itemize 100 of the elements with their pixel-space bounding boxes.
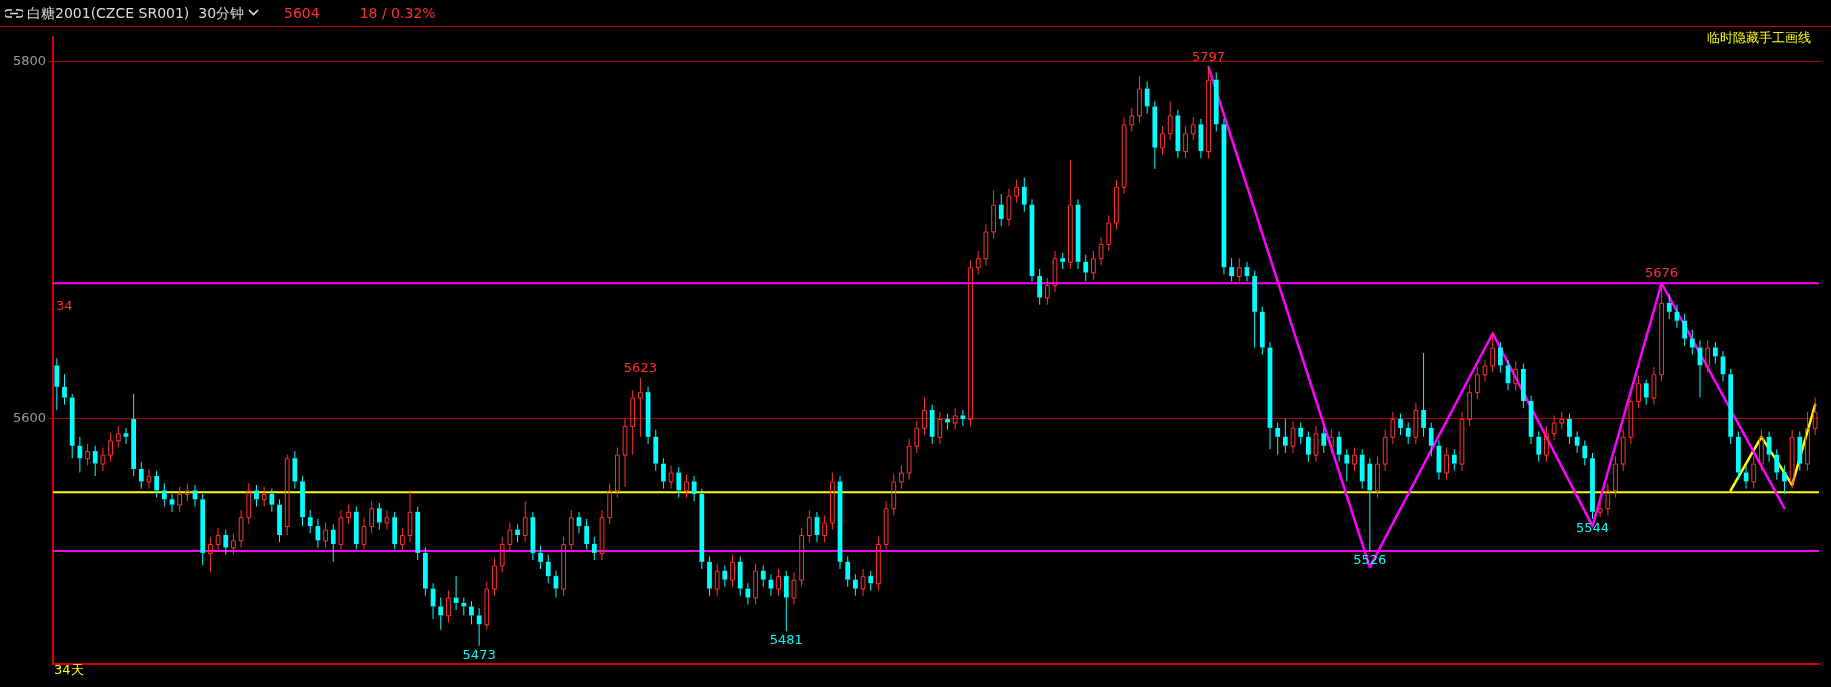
candlestick <box>760 564 766 588</box>
candlestick <box>269 488 275 513</box>
candlestick <box>492 557 497 597</box>
candlestick <box>1536 430 1542 463</box>
candlestick <box>1037 268 1043 306</box>
candlestick <box>208 536 213 574</box>
candlestick <box>899 464 904 490</box>
candlestick <box>998 193 1004 227</box>
candlestick <box>1459 411 1465 472</box>
candlestick <box>469 600 474 625</box>
candlestick <box>1106 214 1112 252</box>
candlestick <box>123 427 129 445</box>
candlestick <box>184 482 190 502</box>
candlestick <box>369 500 375 534</box>
candlestick <box>975 250 981 275</box>
candlestick <box>115 425 121 449</box>
candlestick <box>1712 341 1718 365</box>
candlestick <box>1544 425 1549 463</box>
candlestick <box>1229 257 1234 282</box>
candlestick <box>584 518 590 550</box>
candlestick <box>753 563 758 606</box>
candlestick <box>246 482 252 525</box>
candlestick <box>277 498 282 543</box>
candlestick <box>1282 418 1288 454</box>
candlestick <box>1367 457 1373 552</box>
candlestick <box>1021 177 1027 213</box>
candlestick <box>1083 254 1089 282</box>
candlestick <box>1789 429 1795 490</box>
candlestick <box>1114 179 1119 231</box>
candlestick <box>69 393 75 459</box>
y-tick-label: 5600 <box>12 410 46 426</box>
candlestick <box>914 420 920 454</box>
candlestick <box>1728 368 1734 445</box>
candlestick <box>1751 455 1757 490</box>
candlestick <box>62 373 67 406</box>
candlestick <box>346 504 351 525</box>
candlestick <box>1044 277 1050 306</box>
candlestick <box>1659 282 1664 382</box>
text: 5604 <box>284 4 320 23</box>
candlestick <box>522 500 528 543</box>
candlestick <box>499 536 505 574</box>
candlestick <box>722 564 728 588</box>
candlestick <box>1643 379 1649 406</box>
candlestick <box>991 189 996 240</box>
candlestick <box>1421 352 1426 438</box>
candlestick <box>545 554 551 584</box>
candlestick <box>161 482 167 507</box>
candlestick <box>392 511 398 550</box>
candlestick <box>1666 293 1672 320</box>
candlestick <box>699 488 705 570</box>
candlestick <box>1137 75 1142 124</box>
candlestick <box>1689 329 1695 356</box>
candlestick <box>968 259 973 427</box>
candlestick <box>177 486 183 513</box>
candlestick <box>1014 179 1019 204</box>
candlestick <box>630 389 636 456</box>
candlestick <box>223 529 229 556</box>
candlestick <box>638 377 643 438</box>
chart-title: 白糖2001(CZCE SR001) 30分钟 <box>27 4 245 23</box>
candlestick <box>54 357 60 411</box>
candlestick <box>215 527 221 550</box>
candlestick <box>131 393 136 477</box>
candlestick <box>92 445 98 477</box>
candlestick <box>1574 430 1580 454</box>
candlestick <box>853 573 858 597</box>
annotation: 临时隐藏手工画线 <box>1707 29 1811 47</box>
candlestick <box>1797 430 1803 472</box>
annotation: 5473 <box>462 646 496 662</box>
candlestick <box>1620 429 1626 472</box>
candlestick <box>1213 72 1219 132</box>
candlestick <box>661 457 666 490</box>
candlestick <box>330 523 336 563</box>
candlestick <box>515 523 520 543</box>
candlestick <box>85 443 90 466</box>
candlestick <box>707 555 712 597</box>
candlestick <box>1551 414 1557 441</box>
text: 18 / 0.32% <box>359 4 436 23</box>
candlestick <box>307 509 313 534</box>
candlestick <box>876 536 881 591</box>
candlestick <box>599 509 605 561</box>
candlestick <box>108 432 113 463</box>
candlestick <box>1451 448 1457 472</box>
candlestick <box>476 607 482 647</box>
candlestick <box>1682 313 1688 347</box>
candlestick <box>1559 411 1565 431</box>
candlestick <box>415 505 421 561</box>
candlestick <box>100 447 106 472</box>
candlestick <box>668 464 674 490</box>
candlestick <box>1259 305 1265 356</box>
candlestick <box>952 407 958 431</box>
candlestick <box>1467 384 1473 427</box>
candlestick <box>1175 109 1181 159</box>
annotation: 34 <box>56 298 73 313</box>
candlestick <box>1236 257 1242 282</box>
annotation: 5623 <box>623 359 657 375</box>
candlestick <box>254 484 259 507</box>
annotation: 5544 <box>1575 519 1610 535</box>
candlestick <box>423 547 428 597</box>
candlestick <box>1759 429 1764 472</box>
candlestick <box>783 570 789 632</box>
